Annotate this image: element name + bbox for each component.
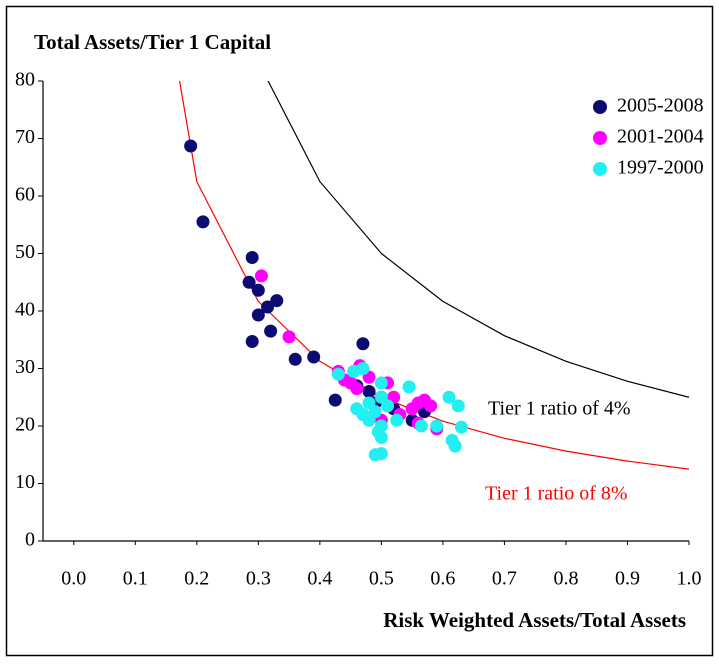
x-tick-label: 0.0: [61, 568, 86, 590]
legend-label: 2001-2004: [617, 126, 704, 148]
point: [242, 275, 256, 289]
point: [251, 308, 265, 322]
y-tick-label: 20: [15, 414, 35, 436]
point: [328, 393, 342, 407]
frame: [5, 5, 714, 657]
x-tick-label: 0.9: [615, 568, 640, 590]
point: [381, 399, 395, 413]
point: [374, 447, 388, 461]
point: [245, 251, 259, 265]
point: [390, 413, 404, 427]
point: [245, 334, 259, 348]
legend-label: 2005-2008: [617, 95, 704, 117]
x-tick-label: 0.5: [369, 568, 394, 590]
x-tick-label: 0.8: [553, 568, 578, 590]
x-tick-label: 0.2: [184, 568, 209, 590]
point: [356, 337, 370, 351]
point: [362, 396, 376, 410]
point: [454, 420, 468, 434]
point: [261, 300, 275, 314]
y-tick-label: 70: [15, 126, 35, 148]
point: [288, 352, 302, 366]
legend-marker: [593, 131, 607, 145]
point: [362, 385, 376, 398]
chart-title: Total Assets/Tier 1 Capital: [34, 30, 271, 54]
legend-marker: [593, 162, 607, 176]
point: [414, 419, 428, 433]
point: [442, 390, 456, 404]
legend-marker: [593, 100, 607, 114]
point: [254, 269, 268, 283]
line-label: Tier 1 ratio of 8%: [485, 483, 628, 505]
y-tick-label: 60: [15, 184, 35, 206]
x-tick-label: 0.1: [123, 568, 148, 590]
point: [264, 324, 278, 338]
line-label: Tier 1 ratio of 4%: [488, 398, 631, 420]
y-tick-label: 30: [15, 356, 35, 378]
point: [184, 139, 198, 153]
point: [374, 431, 388, 444]
y-tick-label: 80: [15, 69, 35, 91]
plot-area: [178, 81, 689, 470]
legend-label: 1997-2000: [617, 157, 704, 179]
y-tick-label: 50: [15, 241, 35, 263]
y-tick-label: 0: [25, 529, 35, 551]
point: [307, 350, 321, 364]
point: [402, 380, 416, 394]
point: [251, 283, 265, 297]
ratio-line: [267, 81, 689, 398]
point: [430, 419, 444, 433]
point: [282, 330, 296, 344]
point: [350, 382, 364, 396]
x-tick-label: 0.6: [430, 568, 455, 590]
x-tick-label: 0.4: [307, 568, 332, 590]
x-axis-label: Risk Weighted Assets/Total Assets: [383, 608, 686, 632]
x-tick-label: 1.0: [677, 568, 702, 590]
point: [196, 215, 210, 229]
y-tick-label: 10: [15, 471, 35, 493]
point: [356, 362, 370, 375]
point: [448, 439, 462, 453]
point: [331, 367, 345, 381]
y-tick-label: 40: [15, 299, 35, 321]
point: [270, 294, 284, 308]
x-tick-label: 0.7: [492, 568, 517, 590]
point: [374, 376, 388, 390]
x-tick-label: 0.3: [246, 568, 271, 590]
point: [451, 399, 465, 413]
point: [424, 399, 438, 413]
